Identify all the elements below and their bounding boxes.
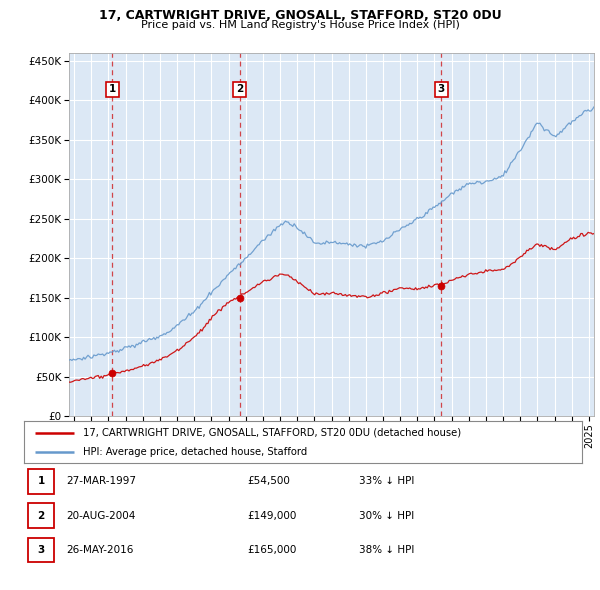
Text: £165,000: £165,000 [247,545,296,555]
Text: 17, CARTWRIGHT DRIVE, GNOSALL, STAFFORD, ST20 0DU: 17, CARTWRIGHT DRIVE, GNOSALL, STAFFORD,… [98,9,502,22]
Text: 30% ↓ HPI: 30% ↓ HPI [359,511,414,520]
Text: 26-MAY-2016: 26-MAY-2016 [66,545,133,555]
Text: 1: 1 [109,84,116,94]
Text: £149,000: £149,000 [247,511,296,520]
Text: 2: 2 [37,511,44,520]
Text: Price paid vs. HM Land Registry's House Price Index (HPI): Price paid vs. HM Land Registry's House … [140,20,460,30]
Text: £54,500: £54,500 [247,477,290,486]
Text: 3: 3 [37,545,44,555]
Text: 2: 2 [236,84,243,94]
Text: 38% ↓ HPI: 38% ↓ HPI [359,545,414,555]
Text: 27-MAR-1997: 27-MAR-1997 [66,477,136,486]
FancyBboxPatch shape [28,537,53,562]
Text: 1: 1 [37,477,44,486]
Text: 33% ↓ HPI: 33% ↓ HPI [359,477,414,486]
FancyBboxPatch shape [28,503,53,528]
Text: 17, CARTWRIGHT DRIVE, GNOSALL, STAFFORD, ST20 0DU (detached house): 17, CARTWRIGHT DRIVE, GNOSALL, STAFFORD,… [83,428,461,438]
FancyBboxPatch shape [28,469,53,494]
Text: 3: 3 [437,84,445,94]
Text: HPI: Average price, detached house, Stafford: HPI: Average price, detached house, Staf… [83,447,307,457]
Text: 20-AUG-2004: 20-AUG-2004 [66,511,135,520]
